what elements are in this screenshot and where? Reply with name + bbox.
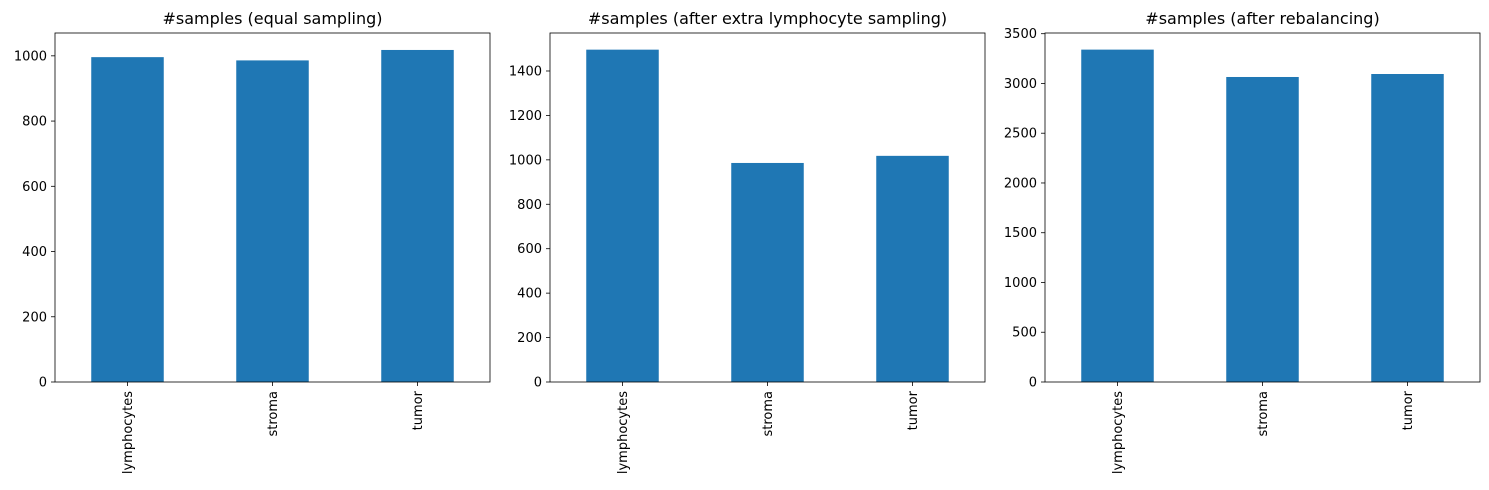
bar-tumor: [876, 155, 949, 382]
x-tick-label: stroma: [1256, 391, 1271, 437]
bar-tumor: [381, 49, 454, 383]
y-tick-label: 0: [39, 376, 47, 391]
y-tick-label: 400: [22, 245, 47, 260]
y-tick-label: 3500: [1004, 27, 1037, 42]
y-tick-label: 3000: [1004, 77, 1037, 92]
y-tick-label: 800: [517, 198, 542, 213]
y-tick-label: 2000: [1004, 176, 1037, 191]
plot-frame: [54, 32, 491, 383]
x-axis: lymphocytes stroma tumor: [616, 382, 921, 474]
chart-title: #samples (after rebalancing): [1145, 9, 1379, 28]
y-tick-label: 0: [534, 376, 542, 391]
y-axis: 0 200 400 600 800 1000 1200 1400: [509, 64, 550, 391]
subplot-equal-sampling: #samples (equal sampling) 0 200 400 600 800 1…: [14, 9, 491, 474]
x-tick-label: tumor: [906, 390, 921, 430]
y-tick-label: 400: [517, 287, 542, 302]
y-axis: 0 200 400 600 800 1000: [14, 49, 55, 391]
y-tick-label: 1000: [1004, 276, 1037, 291]
bar-lymphocytes: [91, 57, 164, 382]
x-tick-label: stroma: [761, 391, 776, 437]
y-tick-label: 1000: [14, 49, 47, 64]
y-axis: 0 500 1000 1500 2000 2500 3000 3500: [1004, 27, 1045, 391]
y-tick-label: 500: [1012, 326, 1037, 341]
y-tick-label: 0: [1029, 376, 1037, 391]
chart-title: #samples (equal sampling): [162, 9, 382, 28]
plot-frame: [1044, 32, 1481, 383]
x-axis: lymphocytes stroma tumor: [121, 382, 426, 474]
y-tick-label: 1000: [509, 153, 542, 168]
x-tick-label: lymphocytes: [1111, 391, 1126, 474]
y-tick-label: 800: [22, 115, 47, 130]
bar-lymphocytes: [586, 49, 659, 382]
bar-stroma: [236, 60, 309, 383]
y-tick-label: 1500: [1004, 226, 1037, 241]
plot-frame: [549, 32, 986, 383]
bar-tumor: [1371, 74, 1444, 382]
subplot-after-rebalancing: #samples (after rebalancing) 0 500 1000 150…: [1004, 9, 1481, 474]
y-tick-label: 2500: [1004, 127, 1037, 142]
chart-title: #samples (after extra lymphocyte samplin…: [588, 9, 947, 28]
bar-group: [91, 49, 454, 383]
y-tick-label: 600: [22, 180, 47, 195]
y-tick-label: 200: [517, 331, 542, 346]
bar-group: [1081, 49, 1444, 383]
bar-stroma: [731, 162, 804, 382]
bar-group: [586, 49, 949, 382]
y-tick-label: 600: [517, 242, 542, 257]
y-tick-label: 1200: [509, 109, 542, 124]
bar-stroma: [1226, 76, 1299, 383]
x-tick-label: stroma: [266, 391, 281, 437]
y-tick-label: 1400: [509, 64, 542, 79]
y-tick-label: 200: [22, 310, 47, 325]
x-axis: lymphocytes stroma tumor: [1111, 382, 1416, 474]
x-tick-label: lymphocytes: [616, 391, 631, 474]
bar-lymphocytes: [1081, 49, 1154, 383]
x-tick-label: tumor: [1401, 390, 1416, 430]
x-tick-label: lymphocytes: [121, 391, 136, 474]
x-tick-label: tumor: [411, 390, 426, 430]
subplot-extra-lymphocyte-sampling: #samples (after extra lymphocyte samplin…: [509, 9, 986, 474]
